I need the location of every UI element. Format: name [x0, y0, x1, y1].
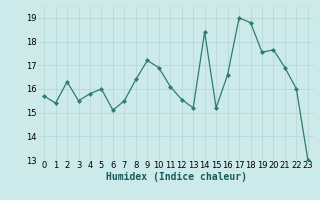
X-axis label: Humidex (Indice chaleur): Humidex (Indice chaleur): [106, 172, 246, 182]
